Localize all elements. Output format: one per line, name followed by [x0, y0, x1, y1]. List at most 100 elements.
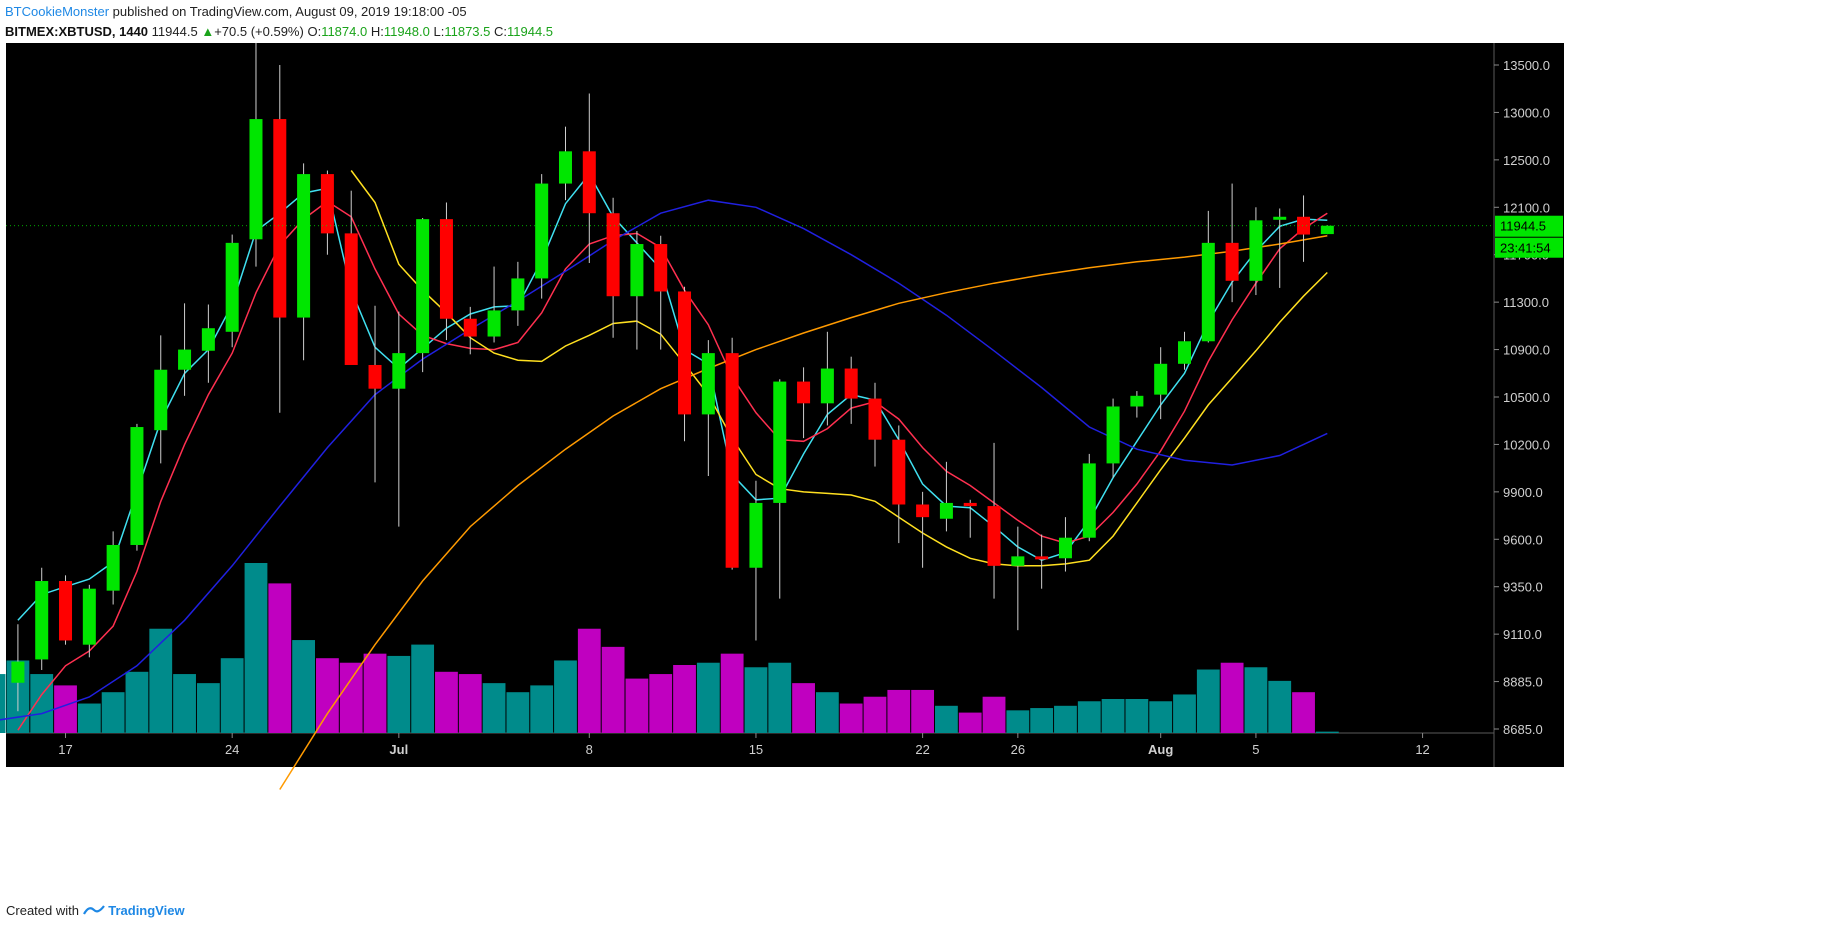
volume-bar: [1173, 694, 1196, 733]
volume-bars: [0, 563, 1339, 733]
candle-body[interactable]: [1154, 363, 1168, 395]
candle-body[interactable]: [154, 369, 168, 431]
volume-bar: [625, 678, 649, 733]
candle-body[interactable]: [558, 151, 572, 184]
candle-body[interactable]: [868, 398, 882, 440]
volume-bar: [792, 683, 815, 733]
candle-body[interactable]: [820, 368, 834, 404]
candle-body[interactable]: [1297, 216, 1311, 235]
volume-bar: [1196, 669, 1220, 733]
volume-bar: [768, 662, 792, 733]
last-price-tag-label: 11944.5: [1500, 219, 1546, 234]
candle-body[interactable]: [1082, 463, 1096, 538]
candle-body[interactable]: [1106, 406, 1120, 464]
volume-bar: [554, 660, 577, 733]
volume-bar: [673, 665, 696, 733]
time-axis-background: [6, 733, 1494, 767]
candle-body[interactable]: [654, 244, 668, 292]
volume-bar: [482, 683, 506, 733]
candle-body[interactable]: [1035, 556, 1049, 560]
time-axis: 17 24 Jul 8 15 22 26 Aug 5 12: [58, 733, 1430, 757]
candle-body[interactable]: [606, 213, 620, 297]
candle-body[interactable]: [1011, 556, 1025, 566]
candle-body[interactable]: [963, 502, 977, 507]
price-tick-label: 10900.0: [1503, 343, 1550, 358]
volume-bar: [1220, 662, 1244, 733]
tradingview-brand[interactable]: TradingView: [108, 903, 185, 918]
volume-bar: [77, 703, 101, 733]
candle-body[interactable]: [106, 544, 120, 591]
volume-bar: [1244, 667, 1268, 733]
candle-body[interactable]: [463, 318, 477, 337]
volume-bar: [387, 655, 411, 733]
candle-body[interactable]: [368, 364, 382, 389]
candle-body[interactable]: [249, 119, 263, 240]
volume-bar: [173, 674, 196, 733]
candle-body[interactable]: [987, 506, 1001, 566]
candle-body[interactable]: [582, 151, 596, 214]
time-tick-label: 22: [915, 742, 929, 757]
candle-body[interactable]: [320, 174, 334, 234]
volume-bar: [458, 674, 482, 733]
candle-body[interactable]: [178, 349, 192, 370]
candle-body[interactable]: [1320, 225, 1334, 235]
volume-bar: [1125, 699, 1149, 733]
candle-body[interactable]: [35, 581, 49, 660]
candle-body[interactable]: [392, 353, 406, 389]
candle-body[interactable]: [11, 661, 25, 683]
candle-body[interactable]: [225, 242, 239, 332]
candle-body[interactable]: [130, 427, 144, 545]
candle-body[interactable]: [749, 502, 763, 568]
tradingview-logo-icon[interactable]: [82, 903, 109, 918]
candle-body[interactable]: [439, 219, 453, 319]
time-tick-label: 15: [749, 742, 763, 757]
ma-yellow-line: [350, 170, 1328, 567]
candle-body[interactable]: [773, 381, 787, 503]
volume-bar: [601, 646, 625, 733]
time-tick-label: 24: [225, 742, 239, 757]
volume-bar: [1292, 692, 1315, 733]
footer: Created with TradingView: [6, 903, 185, 918]
candle-body[interactable]: [344, 233, 358, 365]
candle-body[interactable]: [939, 502, 953, 519]
candle-body[interactable]: [1225, 242, 1239, 281]
candle-body[interactable]: [297, 174, 311, 318]
candle-body[interactable]: [82, 588, 96, 645]
plot-background: [6, 43, 1494, 733]
candle-body[interactable]: [797, 381, 811, 404]
candle-body[interactable]: [1130, 395, 1144, 407]
candle-body[interactable]: [1273, 216, 1287, 220]
price-chart[interactable]: 13500.013000.012500.012100.011700.011300…: [0, 36, 1828, 893]
open-label: O:: [307, 24, 322, 39]
candle-body[interactable]: [416, 219, 430, 354]
close-value: 11944.5: [507, 24, 554, 39]
candle-body[interactable]: [1249, 220, 1263, 281]
low-value: 11873.5: [444, 24, 491, 39]
candle-body[interactable]: [487, 310, 501, 337]
volume-bar: [958, 712, 982, 733]
candle-body[interactable]: [678, 291, 692, 415]
candle-body[interactable]: [725, 353, 739, 568]
candle-body[interactable]: [630, 244, 644, 297]
candle-body[interactable]: [59, 581, 73, 641]
price-tick-label: 8685.0: [1503, 722, 1543, 737]
time-tick-label: 26: [1011, 742, 1025, 757]
volume-bar: [435, 671, 458, 733]
countdown-tag: [1495, 237, 1563, 258]
volume-bar: [316, 658, 339, 733]
volume-bar: [1101, 699, 1125, 733]
author-link[interactable]: BTCookieMonster: [5, 4, 110, 19]
candle-body[interactable]: [273, 119, 287, 318]
candle-body[interactable]: [916, 504, 930, 518]
candle-body[interactable]: [1201, 242, 1215, 342]
candle-body[interactable]: [1058, 537, 1072, 559]
candle-body[interactable]: [701, 353, 715, 415]
candle-body[interactable]: [892, 439, 906, 505]
candle-body[interactable]: [1177, 341, 1191, 364]
chart-area[interactable]: 13500.013000.012500.012100.011700.011300…: [0, 36, 1828, 893]
candle-body[interactable]: [535, 183, 549, 279]
candle-body[interactable]: [844, 368, 858, 399]
volume-bar: [720, 653, 744, 733]
candle-body[interactable]: [201, 328, 215, 351]
candle-body[interactable]: [511, 278, 525, 311]
